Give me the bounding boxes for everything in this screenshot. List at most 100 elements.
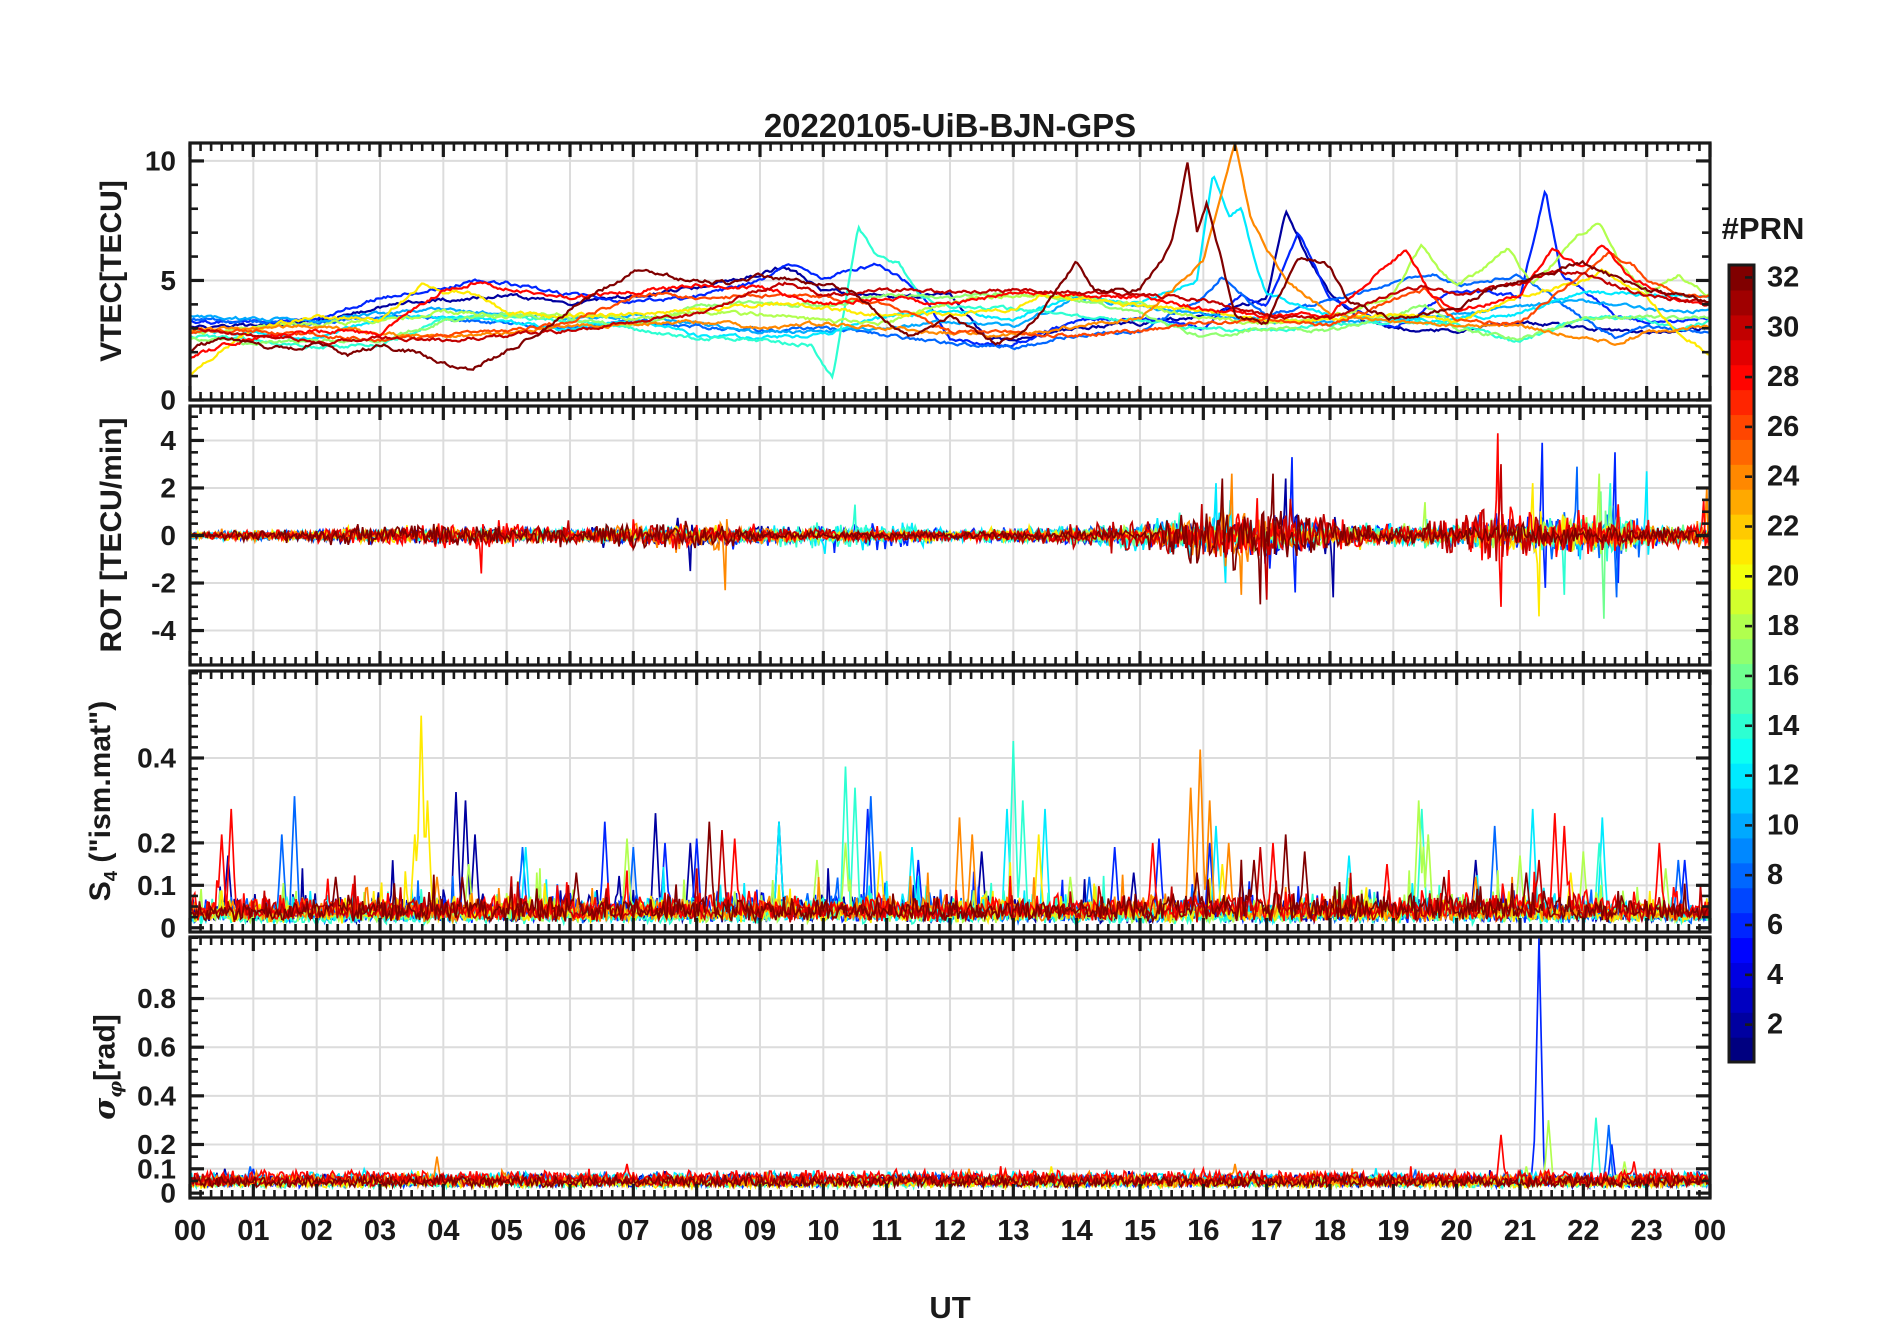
- xtick-label: 06: [554, 1215, 586, 1247]
- colorbar-tick-label: 32: [1767, 261, 1799, 293]
- ticks: [188, 143, 1712, 402]
- xtick-label: 18: [1314, 1215, 1346, 1247]
- xtick-label: 00: [174, 1215, 206, 1247]
- xtick-label: 16: [1187, 1215, 1219, 1247]
- gridlines: [190, 671, 1710, 932]
- colorbar-band-prn-17: [1729, 638, 1754, 665]
- colorbar-band-prn-9: [1729, 837, 1754, 864]
- colorbar-band-prn-15: [1729, 688, 1754, 714]
- ytick-labels: 0 0.1 0.2 0.4: [137, 743, 176, 944]
- ylabel-rot-text: ROT [TECU/min]: [95, 417, 128, 653]
- ytick-label: 10: [145, 145, 176, 176]
- ylabel-s4-sub: 4: [100, 870, 121, 882]
- xtick-label: 05: [491, 1215, 523, 1247]
- xtick-label: 11: [871, 1215, 902, 1247]
- trace-prn-30: [191, 268, 1709, 346]
- colorbar-band-prn-5: [1729, 937, 1754, 963]
- colorbar-tick-label: 28: [1767, 361, 1799, 393]
- colorbar-tick-label: 26: [1767, 411, 1799, 443]
- figure-title: 20220105-UiB-BJN-GPS: [763, 107, 1137, 144]
- xtick-label: 10: [807, 1215, 839, 1247]
- trace-prn-6: [191, 189, 1709, 348]
- trace-prn-12: [191, 175, 1709, 341]
- ytick-label: -4: [151, 615, 176, 646]
- ytick-label: 0: [160, 385, 176, 416]
- colorbar-band-prn-29: [1729, 339, 1754, 366]
- colorbar-tick-label: 24: [1767, 461, 1799, 493]
- colorbar-tick-label: 30: [1767, 311, 1799, 343]
- ytick-label: 5: [160, 265, 176, 296]
- ytick-label: 0.4: [137, 743, 176, 774]
- xtick-label: 01: [237, 1215, 269, 1247]
- ytick-label: 0: [160, 520, 176, 551]
- xtick-label: 00: [1694, 1215, 1726, 1247]
- colorbar-frame: [1727, 263, 1756, 1064]
- ylabel-s4-post: ("ism.mat"): [84, 700, 117, 871]
- trace-prn-32: [191, 1170, 1709, 1191]
- xtick-label: 12: [934, 1215, 966, 1247]
- xtick-label: 08: [681, 1215, 713, 1247]
- colorbar-tick-label: 2: [1767, 1009, 1783, 1041]
- trace-prn-28: [191, 244, 1709, 360]
- ticks: [188, 936, 1712, 1198]
- trace-prn-2: [191, 209, 1709, 343]
- xtick-label: 14: [1061, 1215, 1093, 1247]
- trace-prn-30: [191, 464, 1709, 600]
- xtick-label: 07: [617, 1215, 649, 1247]
- ytick-label: 2: [160, 472, 176, 503]
- ytick-labels: 00.10.2 0.4 0.6 0.8: [137, 983, 176, 1209]
- xtick-label: 19: [1377, 1215, 1409, 1247]
- ylabel-s4-text: S: [84, 881, 117, 902]
- colorbar-tick-label: 14: [1767, 710, 1799, 742]
- xtick-label: 09: [744, 1215, 776, 1247]
- panel-vtec: 0 5 10: [145, 141, 1712, 416]
- colorbar-band-prn-23: [1729, 489, 1754, 515]
- colorbar-tick-label: 22: [1767, 511, 1799, 543]
- trace-prn-32: [191, 473, 1709, 605]
- colorbar-title: #PRN: [1721, 211, 1805, 246]
- xtick-label: 02: [301, 1215, 333, 1247]
- ytick-label: 0.6: [137, 1032, 176, 1063]
- ticks: [188, 671, 1712, 932]
- xtick-label: 20: [1441, 1215, 1473, 1247]
- ylabel-rot: ROT [TECU/min]: [95, 418, 129, 653]
- trace-prn-26: [191, 250, 1709, 343]
- ytick-labels: 0 5 10: [145, 145, 176, 415]
- colorbar-band-prn-11: [1729, 788, 1754, 814]
- ytick-label: -2: [151, 568, 176, 599]
- colorbar-band-prn-3: [1729, 987, 1754, 1013]
- colorbar-tick-label: 10: [1767, 809, 1799, 841]
- panel-sigma_phi: 00.10.2 0.4 0.6 0.8 00 01 02 03 04 05 06 07 08 09 10 11…: [137, 935, 1726, 1247]
- colorbar-band-prn-27: [1729, 389, 1754, 416]
- trace-prn-17: [191, 291, 1709, 347]
- gridlines: [190, 143, 1710, 400]
- ylabel-vtec-text: VTEC[TECU]: [95, 180, 128, 362]
- colorbar-tick-label: 20: [1767, 560, 1799, 592]
- ytick-label: 0: [160, 1178, 176, 1209]
- panel-s4: 0 0.1 0.2 0.4: [137, 669, 1712, 944]
- colorbar-tick-label: 6: [1767, 909, 1783, 941]
- ylabel-sigma-post: [rad]: [88, 1014, 122, 1081]
- colorbar-tick-label: 18: [1767, 610, 1799, 642]
- ylabel-sigma-text: σ: [87, 1097, 123, 1120]
- series-rot: [191, 433, 1709, 619]
- ytick-label: 0: [160, 912, 176, 943]
- colorbar-band-prn-25: [1729, 439, 1754, 465]
- xtick-label: 23: [1631, 1215, 1663, 1247]
- ytick-label: 0.2: [137, 1129, 176, 1160]
- colorbar-band-prn-7: [1729, 887, 1754, 914]
- xtick-label: 13: [997, 1215, 1029, 1247]
- colorbar-band-prn-1: [1729, 1037, 1754, 1063]
- trace-prn-32: [191, 821, 1709, 925]
- ytick-label: 0.1: [137, 1153, 176, 1184]
- colorbar-tick-label: 8: [1767, 859, 1783, 891]
- series-vtec: [191, 144, 1709, 380]
- ytick-label: 4: [160, 425, 176, 456]
- trace-prn-14: [191, 224, 1709, 380]
- colorbar-tick-label: 16: [1767, 660, 1799, 692]
- colorbar-band-prn-13: [1729, 738, 1754, 764]
- panel-rot: -4 -2 0 2 4: [151, 404, 1712, 667]
- colorbar-band-prn-21: [1729, 538, 1754, 565]
